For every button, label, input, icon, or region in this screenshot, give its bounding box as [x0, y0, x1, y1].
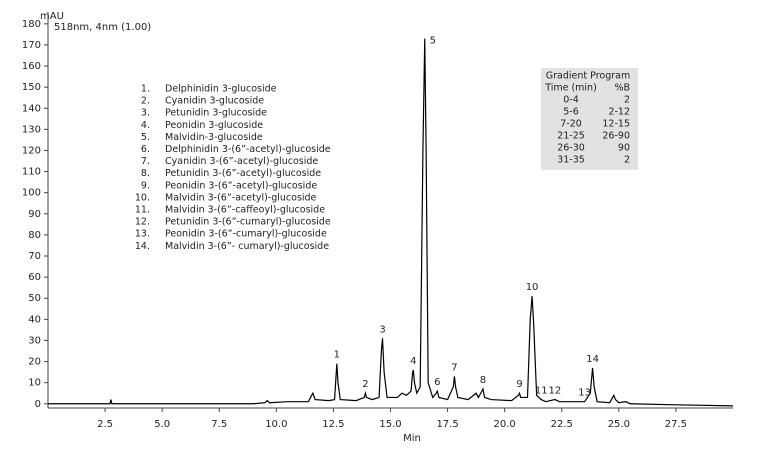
x-tick-label: 27.5 [665, 419, 687, 430]
gradient-b: 2 [624, 95, 630, 106]
peak-label: 1 [334, 350, 340, 361]
compound-name: Peonidin 3-(6”-cumaryl)-glucoside [165, 229, 327, 240]
y-tick-label: 110 [22, 167, 41, 178]
x-axis-label: Min [403, 433, 421, 444]
compound-number: 12. [135, 217, 150, 228]
compound-number: 6. [141, 144, 150, 155]
gradient-time: 7-20 [560, 119, 582, 130]
gradient-b: 2 [624, 155, 630, 166]
compound-number: 14. [135, 241, 150, 252]
y-tick-label: 30 [28, 335, 41, 346]
compound-name: Petunidin 3-glucoside [165, 108, 267, 119]
peak-label: 10 [526, 282, 539, 293]
x-tick-label: 25.0 [608, 419, 630, 430]
compound-name: Cyanidin 3-glucoside [165, 96, 264, 107]
y-tick-label: 90 [28, 209, 41, 220]
peak-label: 12 [549, 386, 562, 397]
compound-name: Petunidin 3-(6”-acetyl)-glucoside [165, 168, 321, 179]
y-tick-label: 50 [28, 293, 41, 304]
y-tick-label: 40 [28, 314, 41, 325]
compound-name: Delphinidin 3-glucoside [165, 84, 277, 95]
compound-name: Delphinidin 3-(6”-acetyl)-glucoside [165, 144, 331, 155]
compound-number: 4. [141, 120, 150, 131]
gradient-time: 26-30 [557, 143, 585, 154]
peak-label: 7 [451, 362, 457, 373]
y-tick-label: 70 [28, 251, 41, 262]
gradient-b: 12-15 [602, 119, 630, 130]
trace [48, 38, 734, 407]
peak-label: 8 [480, 375, 486, 386]
compound-number: 11. [135, 205, 150, 216]
peak-label: 11 [535, 386, 548, 397]
gradient-title: Gradient Program [546, 71, 630, 82]
y-tick-label: 20 [28, 357, 41, 368]
compound-number: 7. [141, 156, 150, 167]
y-tick-label: 150 [22, 82, 41, 93]
compound-name: Petunidin 3-(6”-cumaryl)-glucoside [165, 217, 331, 228]
y-tick-label: 100 [22, 188, 41, 199]
peak-label: 2 [362, 379, 368, 390]
compound-name: Malvidin 3-(6”- cumaryl)-glucoside [165, 241, 329, 252]
peak-label: 3 [379, 324, 385, 335]
x-tick-label: 17.5 [436, 419, 458, 430]
chart-subtitle: 518nm, 4nm (1.00) [54, 22, 151, 33]
compound-number: 5. [141, 132, 150, 143]
x-tick-label: 15.0 [379, 419, 401, 430]
peak-label: 5 [430, 36, 436, 47]
peak-label: 14 [586, 354, 599, 365]
gradient-time: 21-25 [557, 131, 585, 142]
peak-label: 9 [516, 379, 522, 390]
gradient-time: 31-35 [557, 155, 585, 166]
x-tick-label: 12.5 [322, 419, 344, 430]
gradient-header: %B [614, 83, 630, 94]
x-tick-label: 10.0 [265, 419, 287, 430]
compound-number: 3. [141, 108, 150, 119]
x-tick-label: 5.0 [154, 419, 170, 430]
compound-name: Malvidin-3-glucoside [165, 132, 263, 143]
y-tick-label: 10 [28, 378, 41, 389]
y-tick-label: 130 [22, 124, 41, 135]
compound-number: 10. [135, 192, 150, 203]
compound-name: Malvidin 3-(6”-caffeoyl)-glucoside [165, 205, 325, 216]
x-tick-label: 2.5 [97, 419, 113, 430]
gradient-b: 90 [618, 143, 630, 154]
y-tick-label: 140 [22, 103, 41, 114]
x-tick-label: 20.0 [494, 419, 516, 430]
compound-number: 2. [141, 96, 150, 107]
compound-number: 8. [141, 168, 150, 179]
compound-name: Peonidin 3-(6”-acetyl)-glucoside [165, 180, 317, 191]
peak-label: 6 [434, 377, 440, 388]
gradient-time: 5-6 [563, 107, 579, 118]
peak-label: 4 [410, 356, 416, 367]
compound-number: 13. [135, 229, 150, 240]
compound-number: 1. [141, 84, 150, 95]
compound-name: Malvidin 3-(6”-acetyl)-glucoside [165, 192, 317, 203]
compound-number: 9. [141, 180, 150, 191]
y-tick-label: 120 [22, 145, 41, 156]
gradient-b: 26-90 [602, 131, 630, 142]
y-tick-label: 80 [28, 230, 41, 241]
compound-name: Cyanidin 3-(6”-acetyl)-glucoside [165, 156, 318, 167]
compound-name: Peonidin 3-glucoside [165, 120, 263, 131]
gradient-header: Time (min) [544, 83, 597, 94]
y-tick-label: 160 [22, 61, 41, 72]
y-tick-label: 170 [22, 40, 41, 51]
x-tick-label: 7.5 [211, 419, 227, 430]
peak-label: 13 [578, 388, 591, 399]
gradient-time: 0-4 [563, 95, 579, 106]
y-tick-label: 180 [22, 19, 41, 30]
y-tick-label: 0 [35, 399, 41, 410]
gradient-b: 2-12 [608, 107, 630, 118]
y-unit-label: mAU [40, 11, 64, 22]
x-tick-label: 22.5 [551, 419, 573, 430]
gradient-box [541, 68, 638, 170]
y-tick-label: 60 [28, 272, 41, 283]
